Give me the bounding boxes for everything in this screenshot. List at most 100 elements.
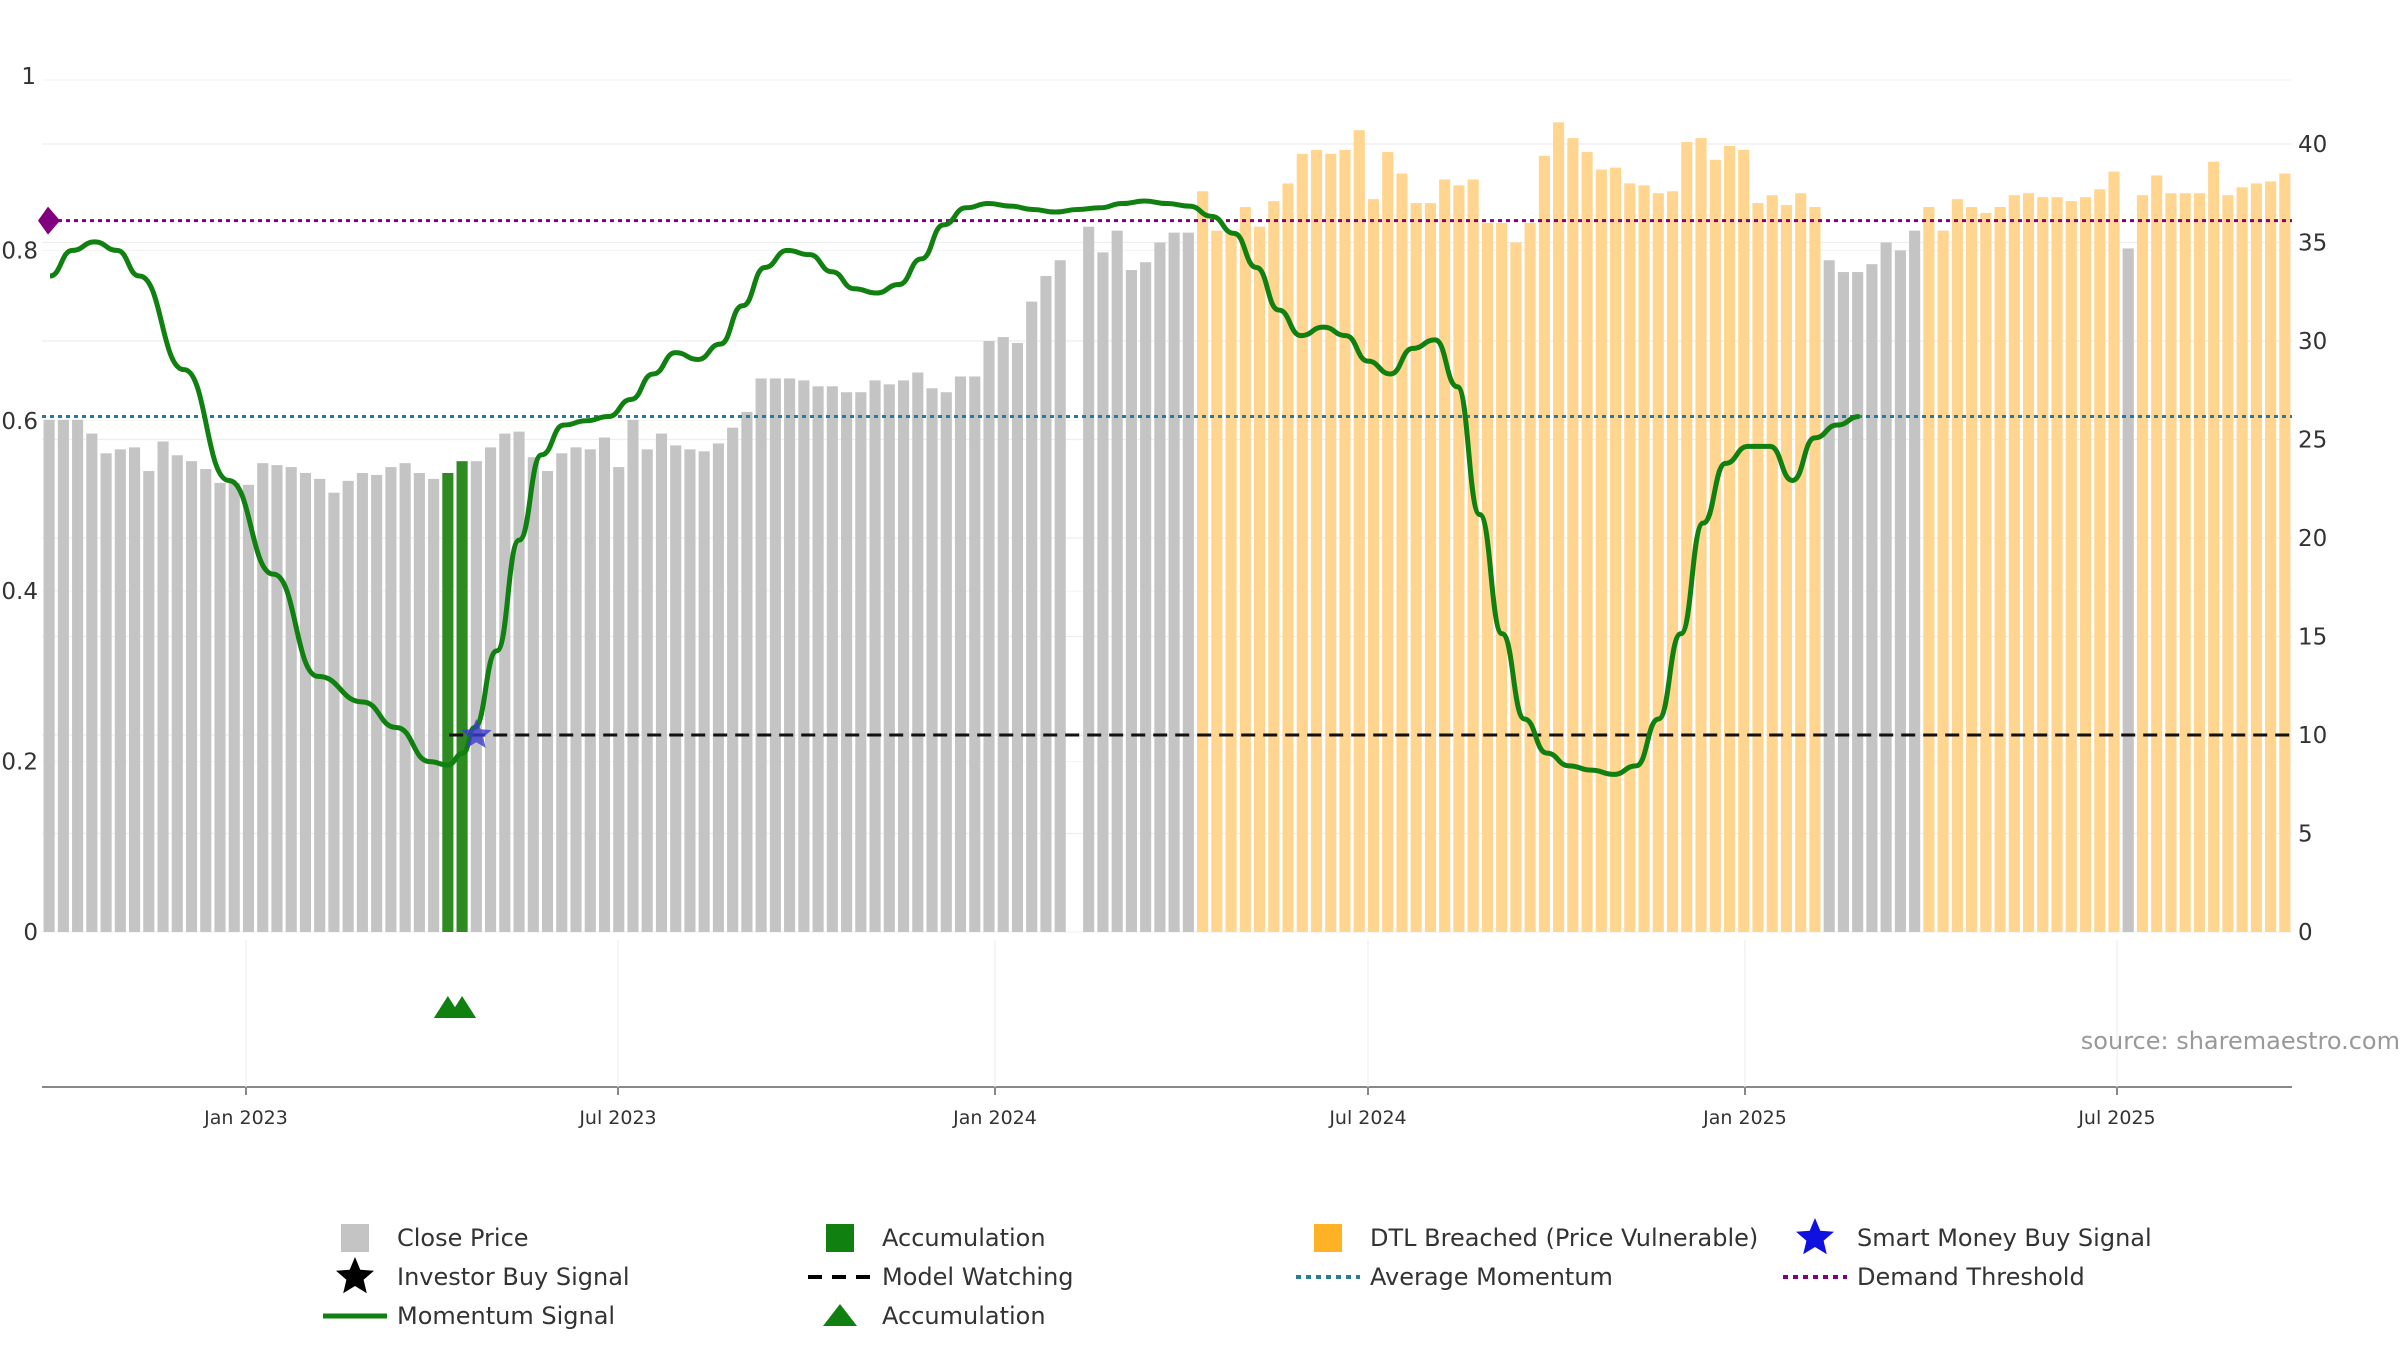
- bar-orange: [1766, 195, 1778, 933]
- bar-grey: [798, 380, 810, 932]
- right-tick-label: 30: [2298, 329, 2327, 355]
- bar-grey: [1125, 270, 1137, 933]
- bar-grey: [413, 472, 425, 932]
- bar-grey: [570, 447, 582, 932]
- bar-grey: [242, 484, 255, 932]
- bar-orange: [1581, 151, 1593, 932]
- bar-orange: [1994, 207, 2006, 933]
- bar-grey: [1894, 250, 1906, 932]
- bar-grey: [86, 433, 98, 932]
- bar-grey: [1880, 242, 1892, 932]
- bar-grey: [670, 445, 682, 932]
- bar-grey: [157, 441, 169, 932]
- bar-orange: [1595, 169, 1607, 933]
- x-tick-label: Jan 2024: [952, 1107, 1037, 1129]
- bar-orange: [1481, 222, 1493, 933]
- bar-orange: [1638, 185, 1650, 932]
- bar-orange: [2179, 193, 2191, 932]
- bar-grey: [200, 469, 212, 932]
- bar-grey: [997, 337, 1009, 932]
- source-annotation: source: sharemaestro.com: [2081, 1027, 2400, 1055]
- bar-orange: [1197, 191, 1209, 932]
- accumulation-triangle: [448, 996, 477, 1018]
- demand-threshold-marker: [38, 206, 60, 235]
- legend-label: Close Price: [397, 1224, 529, 1252]
- bar-orange: [2250, 183, 2262, 932]
- bar-grey: [1011, 342, 1024, 933]
- bar-orange: [1510, 242, 1522, 932]
- bar-grey: [698, 451, 710, 932]
- right-tick-label: 10: [2298, 723, 2327, 749]
- bar-orange: [1410, 203, 1422, 933]
- bar-grey: [1823, 260, 1835, 933]
- legend-label: DTL Breached (Price Vulnerable): [1370, 1224, 1758, 1252]
- bar-grey: [1111, 230, 1123, 932]
- bar-orange: [1738, 149, 1750, 932]
- x-tick-label: Jul 2024: [1328, 1107, 1406, 1129]
- bar-grey: [72, 419, 84, 932]
- bar-green: [442, 472, 454, 932]
- bar-orange: [1752, 203, 1764, 933]
- bar-orange: [1937, 230, 1949, 932]
- bar-orange: [2279, 173, 2291, 933]
- bar-orange: [1780, 205, 1793, 932]
- bar-grey: [912, 372, 924, 932]
- bar-orange: [1496, 222, 1508, 933]
- bar-grey: [428, 478, 440, 932]
- bar-grey: [1168, 232, 1180, 932]
- bar-orange: [1296, 153, 1308, 933]
- bar-orange: [1524, 222, 1536, 933]
- bar-orange: [2008, 195, 2020, 933]
- bar-orange: [1666, 191, 1679, 932]
- left-tick-label: 0: [23, 920, 38, 946]
- bar-orange: [2151, 175, 2163, 932]
- bar-orange: [1553, 122, 1565, 932]
- bar-series: [43, 122, 2291, 933]
- bar-orange: [1367, 199, 1380, 932]
- bar-grey: [371, 474, 383, 932]
- bar-grey: [257, 463, 269, 932]
- right-tick-label: 40: [2298, 132, 2327, 158]
- bar-grey: [114, 449, 126, 932]
- right-tick-label: 15: [2298, 625, 2327, 651]
- legend-label: Demand Threshold: [1857, 1263, 2085, 1291]
- axes: Jan 2023 Jul 2023 Jan 2024 Jul 2024 Jan 2025…: [1, 64, 2400, 1129]
- bar-orange: [1353, 130, 1365, 932]
- legend-label: Accumulation: [882, 1302, 1046, 1330]
- bar-orange: [2136, 195, 2149, 933]
- bar-orange: [1339, 149, 1351, 932]
- bar-grey: [399, 463, 411, 932]
- bar-grey: [1040, 275, 1052, 932]
- bar-grey: [485, 447, 497, 932]
- x-tick-label: Jul 2023: [578, 1107, 656, 1129]
- bar-grey: [143, 471, 155, 932]
- left-tick-label: 0.4: [1, 579, 38, 605]
- bar-orange: [1310, 149, 1323, 932]
- bar-orange: [1282, 183, 1294, 932]
- x-tick-label: Jan 2023: [203, 1107, 288, 1129]
- bar-orange: [1723, 145, 1736, 933]
- bar-orange: [2022, 193, 2035, 932]
- bar-orange: [1795, 193, 1807, 932]
- bar-orange: [1966, 207, 1978, 933]
- bar-orange: [1681, 142, 1693, 932]
- bar-orange: [2265, 181, 2277, 932]
- signal-markers: [433, 719, 492, 1018]
- bar-grey: [1083, 226, 1095, 933]
- legend-label: Model Watching: [882, 1263, 1074, 1291]
- bar-orange: [1709, 159, 1721, 932]
- bar-orange: [1268, 201, 1280, 932]
- left-tick-label: 0.8: [1, 238, 38, 264]
- bar-orange: [1951, 199, 1963, 932]
- right-tick-label: 0: [2298, 920, 2313, 946]
- bar-orange: [1396, 173, 1408, 933]
- bar-grey: [43, 419, 55, 932]
- bar-grey: [1026, 301, 1038, 933]
- bar-grey: [741, 411, 753, 932]
- legend-green-triangle: [823, 1304, 857, 1326]
- bar-grey: [100, 453, 112, 932]
- bar-grey: [541, 471, 554, 932]
- legend: Close Price Accumulation DTL Breached (Pri…: [323, 1218, 2152, 1330]
- bar-grey: [271, 465, 283, 932]
- reference-lines: [38, 206, 2292, 737]
